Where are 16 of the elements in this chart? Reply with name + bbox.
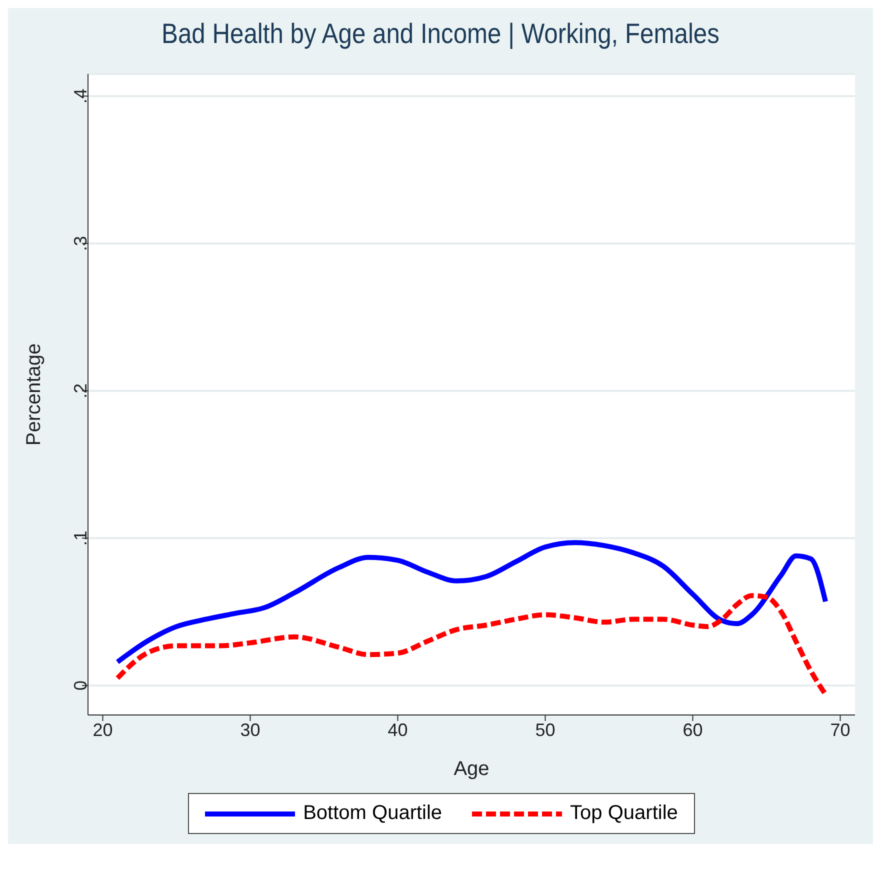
- y-tick-label: .3: [70, 236, 90, 251]
- x-axis-title: Age: [454, 758, 490, 780]
- x-tick-label: 60: [682, 720, 703, 740]
- x-tick-label: 50: [535, 720, 556, 740]
- x-tick-label: 30: [240, 720, 260, 740]
- chart-title: Bad Health by Age and Income | Working, Females: [160, 18, 720, 50]
- y-tick-label: .2: [70, 383, 90, 398]
- y-tick-label: .1: [70, 530, 90, 546]
- x-tick-label: 40: [388, 720, 408, 740]
- legend-label: Bottom Quartile: [303, 802, 442, 825]
- x-tick-label: 70: [830, 720, 850, 740]
- y-axis-title: Percentage: [23, 343, 46, 446]
- legend-label: Top Quartile: [570, 802, 678, 825]
- y-tick-label: .4: [70, 88, 90, 104]
- y-tick-label: 0: [70, 680, 90, 691]
- x-tick-label: 20: [92, 720, 113, 740]
